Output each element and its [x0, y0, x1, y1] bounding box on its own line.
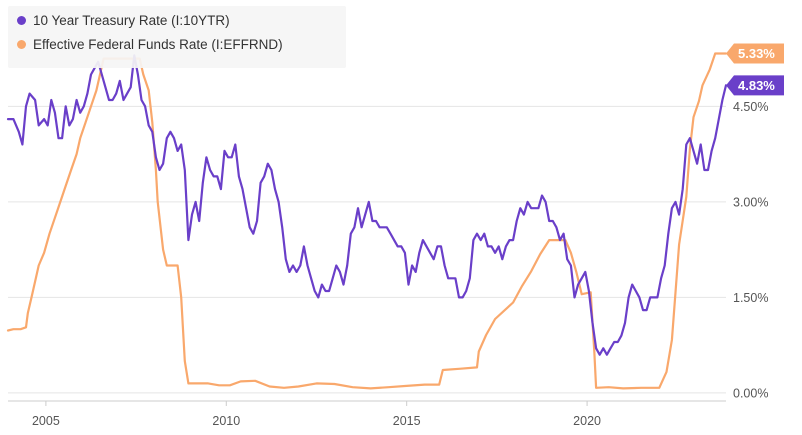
legend-label-fed-funds: Effective Federal Funds Rate (I:EFFRND)	[33, 37, 283, 52]
end-label-fed-funds: 5.33%	[726, 43, 784, 64]
y-tick-label-1: 1.50%	[733, 291, 768, 305]
legend-item-10y-treasury: 10 Year Treasury Rate (I:10YTR)	[17, 13, 230, 28]
series-line-fed-funds	[6, 52, 728, 390]
y-ticks: 0.00% 1.50% 3.00% 4.50%	[733, 100, 768, 401]
x-tick-label-2: 2015	[393, 414, 421, 428]
y-tick-label-2: 3.00%	[733, 195, 768, 209]
legend-item-fed-funds: Effective Federal Funds Rate (I:EFFRND)	[17, 37, 283, 52]
end-label-fed-funds-tag	[726, 43, 784, 64]
end-label-fed-funds-text: 5.33%	[738, 46, 775, 61]
legend: 10 Year Treasury Rate (I:10YTR) Effectiv…	[8, 6, 346, 68]
legend-dot-10y-treasury	[17, 16, 26, 25]
end-label-10y-treasury-tag	[726, 75, 784, 96]
y-tick-label-3: 4.50%	[733, 100, 768, 114]
series-line-10y-treasury	[6, 54, 728, 356]
legend-label-10y-treasury: 10 Year Treasury Rate (I:10YTR)	[33, 13, 230, 28]
legend-dot-fed-funds	[17, 40, 26, 49]
x-tick-label-0: 2005	[32, 414, 60, 428]
x-tick-label-3: 2020	[573, 414, 601, 428]
end-label-10y-treasury: 4.83%	[726, 75, 784, 96]
x-tick-label-1: 2010	[212, 414, 240, 428]
x-ticks: 2005 2010 2015 2020	[32, 401, 601, 428]
y-tick-label-0: 0.00%	[733, 386, 768, 400]
end-label-10y-treasury-text: 4.83%	[738, 78, 775, 93]
grid-lines	[8, 105, 726, 394]
